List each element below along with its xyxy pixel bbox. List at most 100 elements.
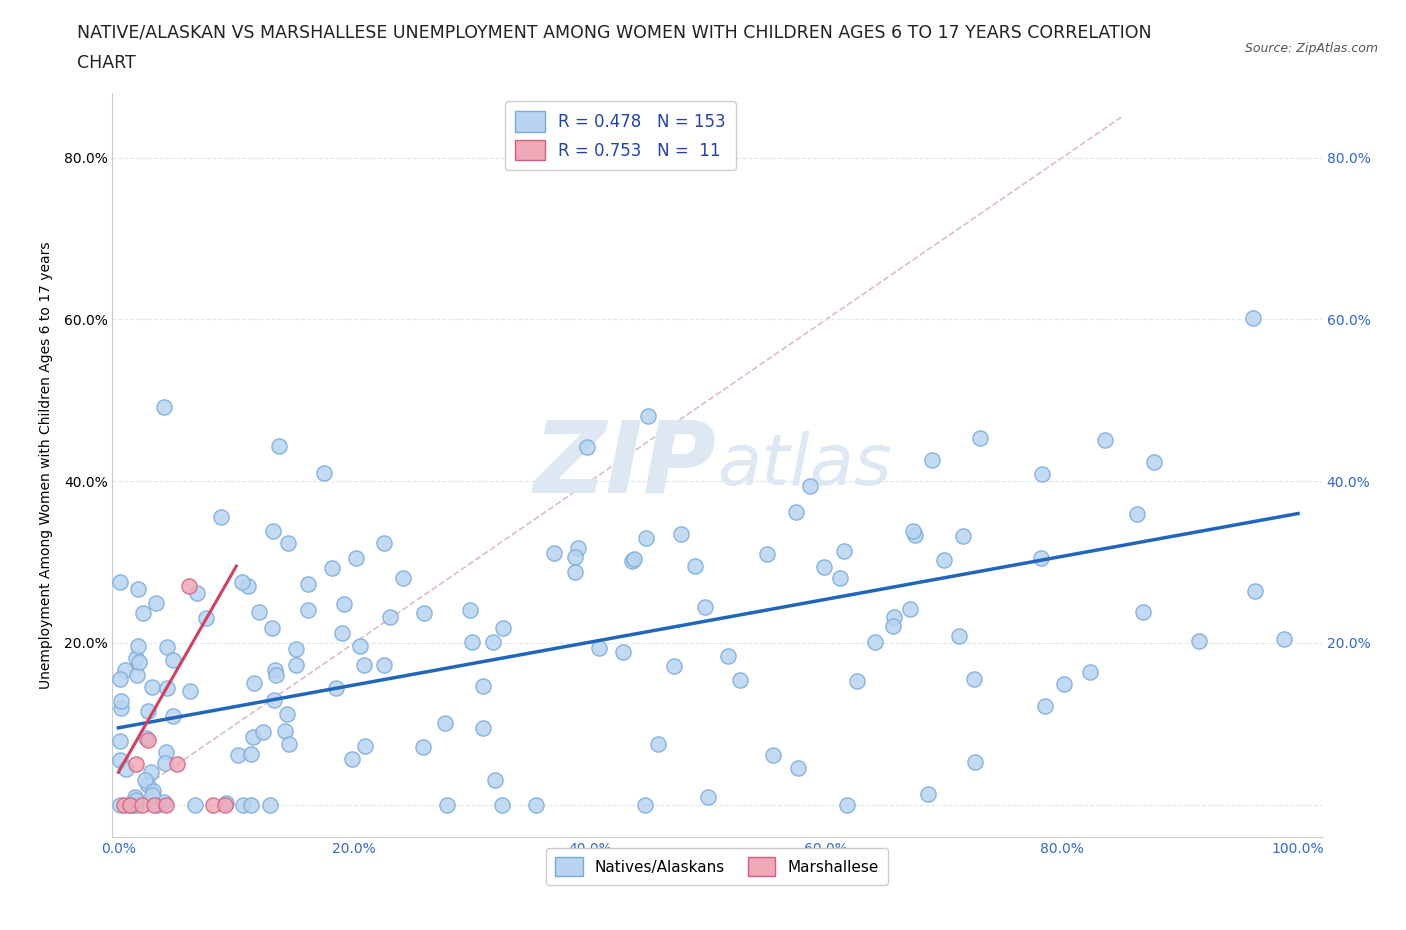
Point xyxy=(263,693,285,708)
Point xyxy=(214,797,236,812)
Point xyxy=(413,605,436,620)
Point xyxy=(543,545,565,560)
Point xyxy=(141,788,163,803)
Point xyxy=(1078,665,1101,680)
Point xyxy=(297,577,319,591)
Point xyxy=(898,601,921,616)
Point xyxy=(260,621,283,636)
Point xyxy=(276,706,298,721)
Point xyxy=(491,797,513,812)
Point xyxy=(155,797,177,812)
Point xyxy=(963,755,986,770)
Point xyxy=(239,747,262,762)
Point xyxy=(201,797,224,812)
Point xyxy=(131,797,153,812)
Point xyxy=(948,629,970,644)
Point xyxy=(647,737,669,751)
Point xyxy=(697,790,720,805)
Point xyxy=(179,684,201,698)
Point xyxy=(108,752,131,767)
Point xyxy=(209,510,232,525)
Text: Source: ZipAtlas.com: Source: ZipAtlas.com xyxy=(1244,42,1378,55)
Point xyxy=(471,721,494,736)
Point xyxy=(620,553,643,568)
Point xyxy=(110,694,132,709)
Point xyxy=(120,797,142,812)
Point xyxy=(921,452,943,467)
Point xyxy=(612,644,634,659)
Point xyxy=(142,784,165,799)
Point xyxy=(125,793,148,808)
Point xyxy=(484,773,506,788)
Point xyxy=(112,797,135,812)
Point xyxy=(1126,507,1149,522)
Point xyxy=(963,671,986,686)
Point xyxy=(575,440,598,455)
Point xyxy=(669,527,692,542)
Point xyxy=(124,790,146,804)
Point xyxy=(136,733,159,748)
Point xyxy=(683,559,706,574)
Point xyxy=(373,536,395,551)
Point xyxy=(969,431,991,445)
Point xyxy=(354,738,377,753)
Point xyxy=(1094,432,1116,447)
Point xyxy=(434,716,457,731)
Point xyxy=(238,578,260,593)
Point xyxy=(156,681,179,696)
Point xyxy=(239,797,262,812)
Point xyxy=(799,479,821,494)
Point xyxy=(436,797,458,812)
Point xyxy=(1132,604,1154,619)
Point xyxy=(108,734,131,749)
Point xyxy=(917,787,939,802)
Point xyxy=(264,662,287,677)
Point xyxy=(634,797,657,812)
Point xyxy=(128,655,150,670)
Point xyxy=(184,797,207,812)
Point xyxy=(634,531,657,546)
Point xyxy=(332,596,354,611)
Point xyxy=(623,551,645,566)
Point xyxy=(114,663,136,678)
Point xyxy=(1272,631,1295,646)
Point xyxy=(136,777,159,792)
Point xyxy=(108,797,131,812)
Point xyxy=(166,757,188,772)
Point xyxy=(297,603,319,618)
Point xyxy=(901,524,924,538)
Point xyxy=(1143,455,1166,470)
Point xyxy=(717,649,740,664)
Point xyxy=(904,527,927,542)
Point xyxy=(155,755,177,770)
Point xyxy=(785,505,807,520)
Point xyxy=(865,634,887,649)
Point xyxy=(215,795,238,810)
Point xyxy=(787,761,810,776)
Point xyxy=(832,544,855,559)
Point xyxy=(277,737,299,751)
Point xyxy=(156,640,179,655)
Point xyxy=(274,724,297,738)
Point xyxy=(932,552,955,567)
Point xyxy=(492,620,515,635)
Point xyxy=(115,761,138,776)
Point xyxy=(567,541,589,556)
Point xyxy=(1029,551,1052,565)
Point xyxy=(145,596,167,611)
Point xyxy=(1052,677,1074,692)
Point xyxy=(125,797,148,812)
Point xyxy=(695,600,717,615)
Point xyxy=(1244,584,1267,599)
Point xyxy=(232,797,254,812)
Legend: Natives/Alaskans, Marshallese: Natives/Alaskans, Marshallese xyxy=(546,848,889,885)
Point xyxy=(242,729,264,744)
Point xyxy=(312,465,335,480)
Point xyxy=(344,551,367,565)
Point xyxy=(142,797,165,812)
Point xyxy=(813,560,835,575)
Point xyxy=(277,535,299,550)
Point xyxy=(461,635,484,650)
Point xyxy=(125,651,148,666)
Point xyxy=(155,744,177,759)
